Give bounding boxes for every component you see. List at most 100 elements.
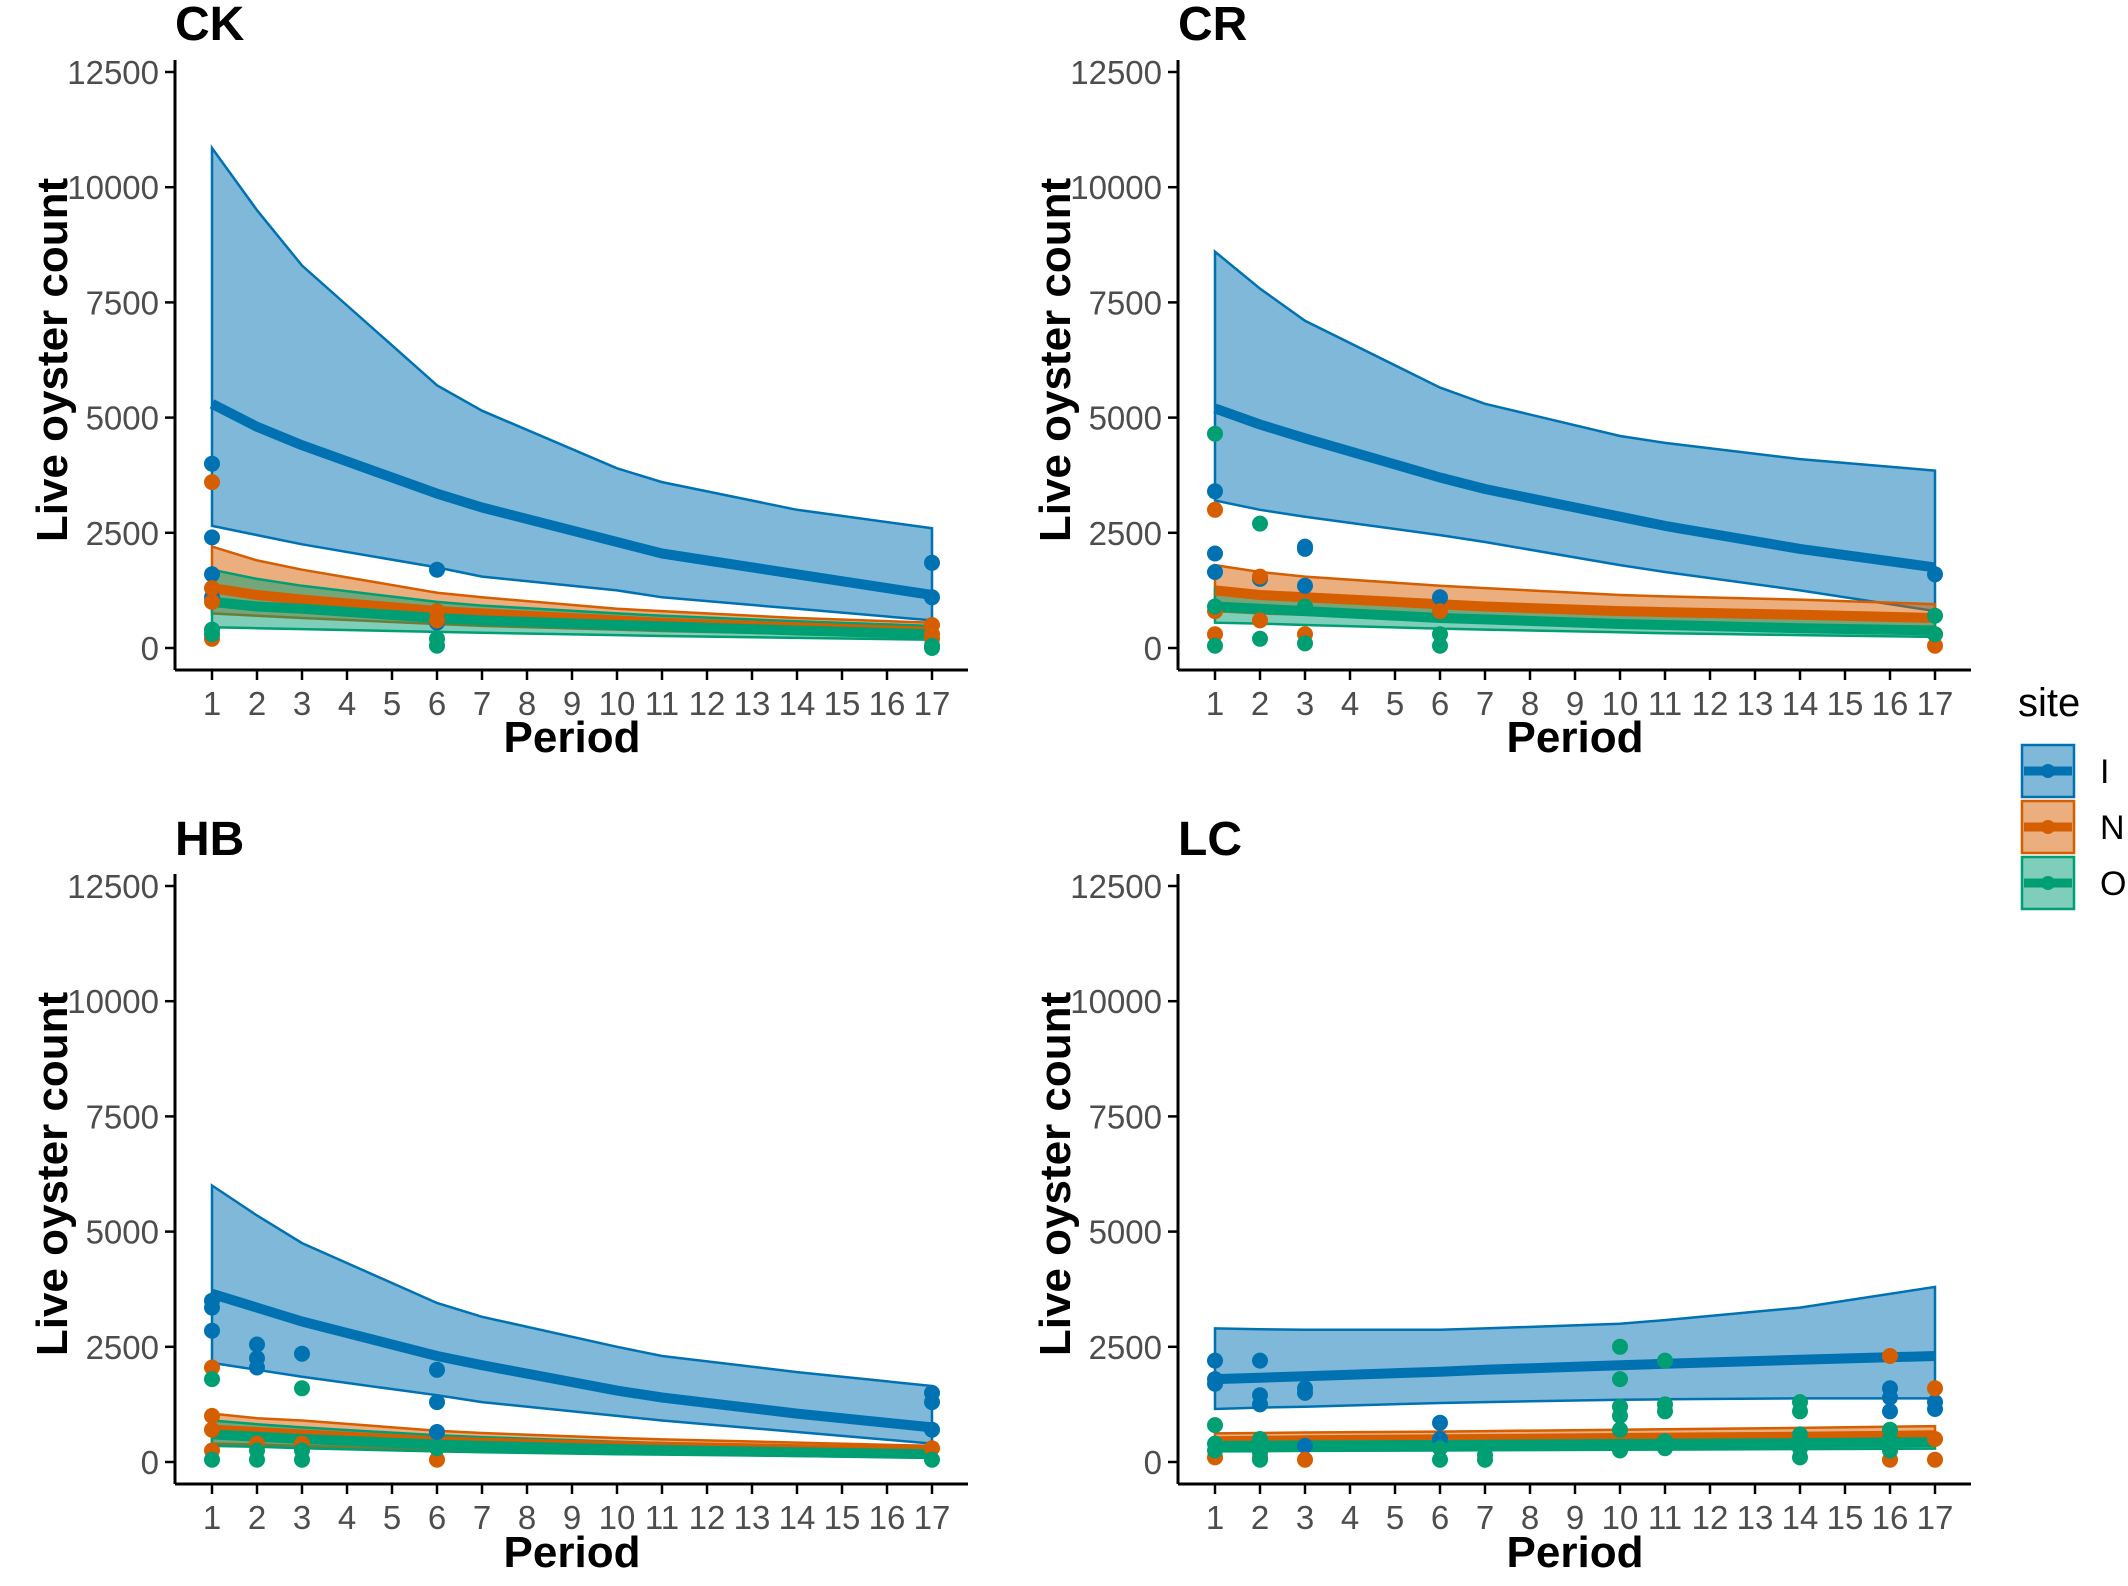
data-point-o — [1927, 626, 1943, 643]
data-point-n — [1927, 1431, 1943, 1447]
x-tick-label: 17 — [914, 685, 951, 722]
x-tick-label: 2 — [1251, 1499, 1269, 1536]
legend-label: I — [2100, 753, 2109, 791]
data-point-o — [204, 1371, 220, 1388]
y-axis-title: Live oyster count — [28, 991, 77, 1356]
data-point-i — [429, 561, 445, 578]
fit-line-o — [211, 596, 933, 640]
data-point-o — [1612, 1407, 1628, 1424]
y-tick-label: 2500 — [1089, 515, 1162, 552]
data-point-o — [924, 1451, 940, 1468]
legend-label: O — [2100, 865, 2126, 903]
data-point-o — [294, 1380, 310, 1397]
legend-label: N — [2100, 809, 2125, 847]
x-tick-label: 7 — [1476, 1499, 1494, 1536]
data-point-o — [1927, 607, 1943, 624]
data-point-n — [204, 1421, 220, 1438]
x-tick-label: 13 — [734, 685, 771, 722]
x-tick-label: 4 — [1341, 1499, 1359, 1536]
data-point-i — [204, 1322, 220, 1339]
data-point-n — [429, 612, 445, 629]
legend-key-point — [2041, 764, 2055, 778]
legend: site INO — [2018, 681, 2126, 911]
fit-line-o — [211, 1429, 933, 1460]
data-point-n — [1297, 1451, 1313, 1468]
ribbon-i — [210, 144, 934, 622]
data-point-i — [249, 1336, 265, 1353]
x-tick-label: 16 — [869, 685, 906, 722]
data-point-n — [1432, 603, 1448, 620]
panel-title: HB — [175, 813, 244, 866]
x-tick-label: 12 — [689, 1499, 726, 1536]
data-point-o — [1612, 1442, 1628, 1459]
ribbon-i — [1213, 1285, 1937, 1411]
data-point-i — [1252, 1352, 1268, 1369]
x-tick-label: 12 — [1692, 1499, 1729, 1536]
fit-line-i — [209, 399, 933, 600]
data-point-o — [1432, 637, 1448, 654]
data-point-o — [1612, 1421, 1628, 1438]
x-tick-label: 14 — [1782, 1499, 1819, 1536]
y-tick-label: 2500 — [86, 1329, 159, 1366]
data-point-i — [1927, 566, 1943, 583]
x-tick-label: 12 — [1692, 685, 1729, 722]
data-point-n — [1252, 612, 1268, 629]
x-tick-label: 3 — [1296, 1499, 1314, 1536]
y-tick-label: 7500 — [86, 284, 159, 321]
y-tick-label: 12500 — [67, 54, 159, 91]
data-point-n — [204, 593, 220, 610]
data-point-i — [1882, 1389, 1898, 1406]
x-tick-label: 8 — [1521, 1499, 1539, 1536]
x-tick-label: 3 — [293, 1499, 311, 1536]
data-point-i — [1927, 1401, 1943, 1417]
x-tick-label: 16 — [1872, 685, 1909, 722]
data-point-i — [204, 455, 220, 472]
data-point-i — [924, 589, 940, 606]
x-tick-label: 17 — [1917, 1499, 1954, 1536]
x-tick-label: 6 — [428, 685, 446, 722]
x-tick-label: 10 — [1602, 1499, 1639, 1536]
y-tick-label: 10000 — [67, 169, 159, 206]
data-point-o — [1792, 1403, 1808, 1420]
y-tick-label: 10000 — [67, 983, 159, 1020]
data-point-i — [204, 566, 220, 583]
x-tick-label: 16 — [1872, 1499, 1909, 1536]
legend-item-i: I — [2020, 743, 2109, 799]
y-axis-title: Live oyster count — [28, 177, 77, 542]
data-point-i — [1207, 564, 1223, 580]
data-point-i — [204, 529, 220, 546]
data-point-i — [429, 1361, 445, 1378]
data-point-o — [1432, 1451, 1448, 1468]
fit-line-n — [1214, 585, 1936, 623]
y-tick-label: 10000 — [1070, 983, 1162, 1020]
data-point-n — [1882, 1348, 1898, 1364]
data-point-n — [924, 1440, 940, 1457]
legend-key-point — [2041, 820, 2055, 834]
data-point-i — [1207, 1375, 1223, 1392]
y-tick-label: 10000 — [1070, 169, 1162, 206]
data-point-i — [1432, 589, 1448, 606]
x-tick-label: 6 — [1431, 685, 1449, 722]
y-tick-label: 2500 — [86, 515, 159, 552]
data-point-i — [249, 1359, 265, 1376]
data-point-i — [1882, 1403, 1898, 1420]
data-point-o — [204, 1451, 220, 1468]
panel-title: CR — [1178, 0, 1247, 51]
data-point-o — [1792, 1449, 1808, 1466]
y-tick-label: 12500 — [1070, 868, 1162, 905]
data-point-i — [1297, 1384, 1313, 1401]
y-tick-label: 5000 — [1089, 400, 1162, 437]
y-tick-label: 5000 — [1089, 1214, 1162, 1251]
x-tick-label: 11 — [1648, 685, 1682, 722]
data-point-i — [294, 1345, 310, 1362]
x-tick-label: 15 — [824, 1499, 861, 1536]
x-tick-label: 3 — [293, 685, 311, 722]
data-point-o — [1207, 425, 1223, 442]
data-point-n — [204, 1407, 220, 1424]
x-tick-label: 9 — [563, 1499, 581, 1536]
y-tick-label: 7500 — [86, 1098, 159, 1135]
y-tick-label: 5000 — [86, 400, 159, 437]
x-tick-label: 5 — [1386, 685, 1404, 722]
